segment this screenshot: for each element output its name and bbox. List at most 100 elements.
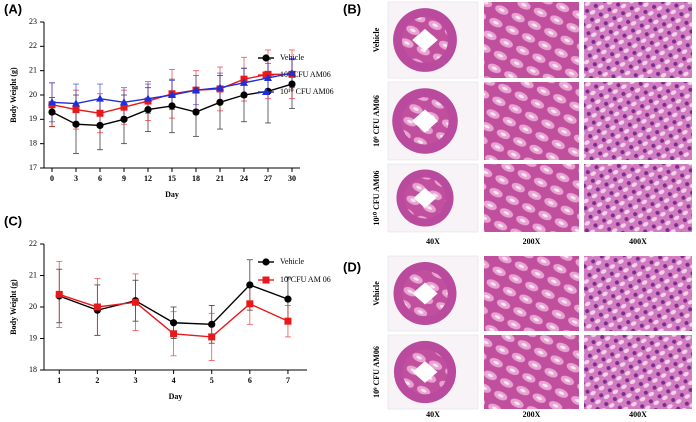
y-tick-label: 22 — [29, 41, 37, 50]
marker — [169, 319, 178, 327]
marker — [288, 80, 296, 88]
marker — [96, 121, 104, 130]
histology-image — [584, 256, 692, 331]
column-label: 200X — [523, 237, 541, 246]
y-tick-label: 21 — [29, 270, 37, 279]
histology-image — [584, 2, 692, 78]
column-label: 200X — [523, 410, 541, 419]
histology-image — [584, 335, 692, 409]
marker — [48, 108, 56, 116]
x-tick-label: 6 — [248, 376, 252, 385]
panel-label: (A) — [4, 1, 22, 16]
legend-label: 10¹⁰ CFU AM06 — [280, 87, 334, 96]
marker — [284, 317, 292, 325]
x-tick-label: 7 — [286, 376, 290, 385]
marker — [264, 73, 272, 81]
x-axis-label: Day — [169, 392, 183, 401]
y-tick-label: 21 — [29, 65, 37, 74]
y-tick-label: 19 — [29, 333, 37, 342]
legend-label: 10⁹CFU AM 06 — [280, 275, 331, 284]
legend-label: 10⁹ CFU AM06 — [280, 70, 331, 79]
row-label: Vehicle — [372, 27, 381, 52]
marker — [208, 333, 216, 341]
histology-image — [484, 82, 579, 160]
x-tick-label: 15 — [168, 174, 176, 183]
legend-label: Vehicle — [280, 53, 304, 62]
row-label: 10¹⁰ CFU AM06 — [372, 171, 381, 226]
marker — [216, 83, 224, 91]
marker — [168, 102, 176, 110]
row-label: Vehicle — [372, 281, 381, 306]
column-label: 400X — [629, 237, 647, 246]
column-label: 40X — [426, 410, 440, 419]
legend-marker — [262, 276, 270, 284]
y-tick-label: 23 — [29, 17, 37, 26]
x-tick-label: 4 — [172, 376, 176, 385]
y-tick-label: 17 — [29, 163, 37, 172]
marker — [144, 94, 152, 102]
x-tick-label: 24 — [240, 174, 248, 183]
row-label: 10⁹ CFU AM06 — [372, 346, 381, 398]
panel-label: (C) — [4, 213, 22, 228]
x-tick-label: 18 — [192, 174, 200, 183]
y-tick-label: 18 — [29, 365, 37, 374]
colon-lumen-space — [411, 109, 439, 133]
x-tick-label: 9 — [122, 174, 126, 183]
marker — [55, 290, 63, 298]
y-axis-label: Body Weight (g) — [9, 279, 18, 335]
y-tick-label: 20 — [29, 90, 37, 99]
colon-lumen-space — [413, 188, 437, 208]
panel-label: (D) — [343, 259, 361, 274]
marker — [120, 115, 128, 123]
y-tick-label: 18 — [29, 138, 37, 147]
marker — [96, 94, 104, 102]
x-tick-label: 5 — [210, 376, 214, 385]
marker — [192, 108, 200, 116]
y-tick-label: 22 — [29, 239, 37, 248]
marker — [120, 103, 128, 111]
marker — [72, 99, 80, 107]
row-label: 10⁹ CFU AM06 — [372, 95, 381, 147]
marker — [96, 109, 104, 117]
colon-lumen-space — [412, 28, 438, 52]
marker — [72, 120, 80, 128]
marker — [192, 85, 200, 94]
x-tick-label: 30 — [288, 174, 296, 183]
marker — [170, 330, 178, 338]
x-axis-label: Day — [165, 190, 179, 199]
y-axis-label: Body Weight (g) — [9, 67, 18, 123]
marker — [168, 90, 176, 98]
marker — [246, 300, 254, 308]
marker — [120, 98, 128, 106]
x-tick-label: 2 — [95, 376, 99, 385]
column-label: 40X — [426, 237, 440, 246]
histology-image — [584, 82, 692, 160]
marker — [240, 78, 248, 86]
x-tick-label: 1 — [57, 376, 61, 385]
histology-image — [584, 164, 692, 232]
x-tick-label: 21 — [216, 174, 224, 183]
y-tick-label: 20 — [29, 302, 37, 311]
legend-marker — [262, 54, 270, 62]
legend-marker — [262, 71, 270, 79]
legend-marker — [262, 87, 270, 95]
panel-label: (B) — [343, 1, 361, 16]
x-tick-label: 27 — [264, 174, 272, 183]
x-tick-label: 3 — [74, 174, 78, 183]
marker — [216, 98, 224, 106]
y-tick-label: 19 — [29, 114, 37, 123]
column-label: 400X — [629, 410, 647, 419]
marker — [208, 320, 216, 328]
colon-lumen-space — [412, 361, 438, 383]
legend-marker — [262, 258, 270, 266]
marker — [131, 298, 139, 306]
x-tick-label: 6 — [98, 174, 102, 183]
marker — [72, 106, 80, 114]
histology-image — [484, 2, 579, 78]
marker — [144, 106, 152, 114]
histology-image — [484, 335, 579, 409]
x-tick-label: 3 — [133, 376, 137, 385]
histology-image — [484, 256, 579, 331]
x-tick-label: 12 — [144, 174, 152, 183]
